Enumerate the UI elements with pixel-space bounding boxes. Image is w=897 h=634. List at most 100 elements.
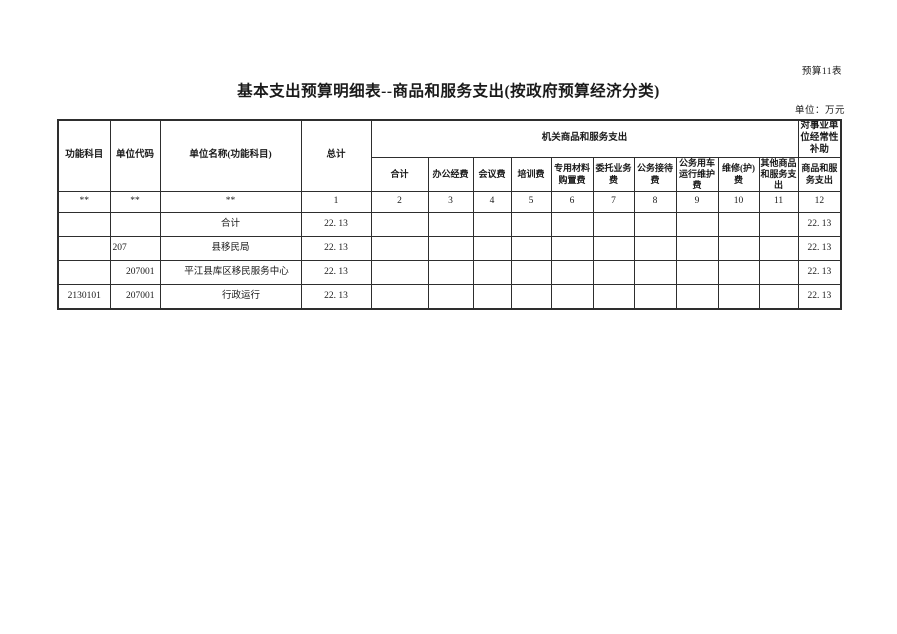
header-official-reception-fee: 公务接待费 (633, 156, 677, 193)
index-cell: 12 (797, 191, 842, 214)
table-row-grand-total: 合计 22. 13 22. 13 (57, 212, 842, 238)
index-cell: ** (109, 191, 161, 214)
empty-cell (370, 284, 429, 310)
empty-cell (592, 212, 635, 238)
index-cell: 9 (675, 191, 719, 214)
header-unit-code: 单位代码 (109, 119, 161, 193)
header-group-institution-subsidy: 对事业单位经常性补助 (797, 119, 842, 158)
empty-cell (592, 236, 635, 262)
index-cell: 2 (370, 191, 429, 214)
cell-total: 22. 13 (300, 284, 372, 310)
header-conference-fee: 会议费 (472, 156, 512, 193)
cell-func-code: 2130101 (57, 284, 111, 310)
index-cell: 11 (758, 191, 799, 214)
empty-cell (550, 284, 594, 310)
cell-total: 22. 13 (300, 236, 372, 262)
empty-cell (472, 260, 512, 286)
cell-unit-name: 合计 (159, 212, 302, 238)
empty-cell (675, 236, 719, 262)
header-sub-total: 合计 (370, 156, 429, 193)
cell-subsidy-goods-services: 22. 13 (797, 212, 842, 238)
empty-cell (370, 260, 429, 286)
empty-cell (717, 284, 760, 310)
header-func-subject: 功能科目 (57, 119, 111, 193)
header-other-goods-services: 其他商品和服务支出 (758, 156, 799, 193)
index-cell: 4 (472, 191, 512, 214)
empty-cell (510, 260, 552, 286)
cell-func-code (57, 260, 111, 286)
cell-func-code (57, 236, 111, 262)
index-cell: ** (159, 191, 302, 214)
header-row-groups: 功能科目 单位代码 单位名称(功能科目) 总计 机关商品和服务支出 对事业单位经… (57, 119, 842, 193)
cell-unit-name: 县移民局 (159, 236, 302, 262)
empty-cell (510, 284, 552, 310)
empty-cell (717, 260, 760, 286)
empty-cell (675, 284, 719, 310)
empty-cell (510, 236, 552, 262)
empty-cell (633, 260, 677, 286)
empty-cell (758, 212, 799, 238)
header-subsidy-goods-services: 商品和服务支出 (797, 156, 842, 193)
header-office-expense: 办公经费 (427, 156, 474, 193)
header-vehicle-maintenance-fee: 公务用车运行维护费 (675, 156, 719, 193)
empty-cell (633, 236, 677, 262)
cell-func-code (57, 212, 111, 238)
header-entrusted-business-fee: 委托业务费 (592, 156, 635, 193)
header-group-agency-goods-services: 机关商品和服务支出 (370, 119, 799, 158)
header-repair-fee: 维修(护)费 (717, 156, 760, 193)
index-cell: 7 (592, 191, 635, 214)
column-index-row: ** ** ** 1 2 3 4 5 6 7 8 9 10 11 12 (57, 191, 842, 214)
cell-total: 22. 13 (300, 260, 372, 286)
cell-unit-code: 207 (109, 236, 161, 262)
empty-cell (370, 212, 429, 238)
cell-total: 22. 13 (300, 212, 372, 238)
index-cell: 5 (510, 191, 552, 214)
empty-cell (592, 284, 635, 310)
header-special-materials-fee: 专用材料购置费 (550, 156, 594, 193)
header-row-subcolumns: 合计 办公经费 会议费 培训费 专用材料购置费 委托业务费 公务接待费 公务用车… (58, 156, 842, 193)
cell-unit-code (109, 212, 161, 238)
index-cell: 8 (633, 191, 677, 214)
table-row-county-bureau: 207 县移民局 22. 13 22. 13 (57, 236, 842, 262)
empty-cell (510, 212, 552, 238)
empty-cell (472, 284, 512, 310)
empty-cell (633, 284, 677, 310)
table-row-service-center: 207001 平江县库区移民服务中心 22. 13 22. 13 (57, 260, 842, 286)
empty-cell (675, 260, 719, 286)
cell-unit-name: 行政运行 (159, 284, 302, 310)
index-cell: 10 (717, 191, 760, 214)
empty-cell (550, 212, 594, 238)
cell-unit-name: 平江县库区移民服务中心 (159, 260, 302, 286)
unit-note: 单位：万元 (794, 106, 845, 116)
empty-cell (427, 260, 474, 286)
empty-cell (758, 236, 799, 262)
index-cell: 6 (550, 191, 594, 214)
cell-unit-code: 207001 (109, 260, 161, 286)
cell-subsidy-goods-services: 22. 13 (797, 284, 842, 310)
index-cell: 3 (427, 191, 474, 214)
empty-cell (758, 260, 799, 286)
cell-subsidy-goods-services: 22. 13 (797, 236, 842, 262)
corner-table-label: 预算11表 (801, 67, 842, 77)
empty-cell (717, 212, 760, 238)
empty-cell (427, 212, 474, 238)
header-unit-name: 单位名称(功能科目) (159, 119, 302, 193)
empty-cell (472, 212, 512, 238)
empty-cell (427, 284, 474, 310)
empty-cell (675, 212, 719, 238)
empty-cell (633, 212, 677, 238)
budget-table: 功能科目 单位代码 单位名称(功能科目) 总计 机关商品和服务支出 对事业单位经… (57, 119, 843, 310)
empty-cell (472, 236, 512, 262)
empty-cell (717, 236, 760, 262)
cell-subsidy-goods-services: 22. 13 (797, 260, 842, 286)
cell-unit-code: 207001 (109, 284, 161, 310)
index-cell: 1 (300, 191, 372, 214)
empty-cell (370, 236, 429, 262)
table-row-admin-operation: 2130101 207001 行政运行 22. 13 22. 13 (57, 284, 842, 310)
index-cell: ** (57, 191, 111, 214)
header-training-fee: 培训费 (510, 156, 552, 193)
empty-cell (592, 260, 635, 286)
empty-cell (550, 260, 594, 286)
empty-cell (427, 236, 474, 262)
